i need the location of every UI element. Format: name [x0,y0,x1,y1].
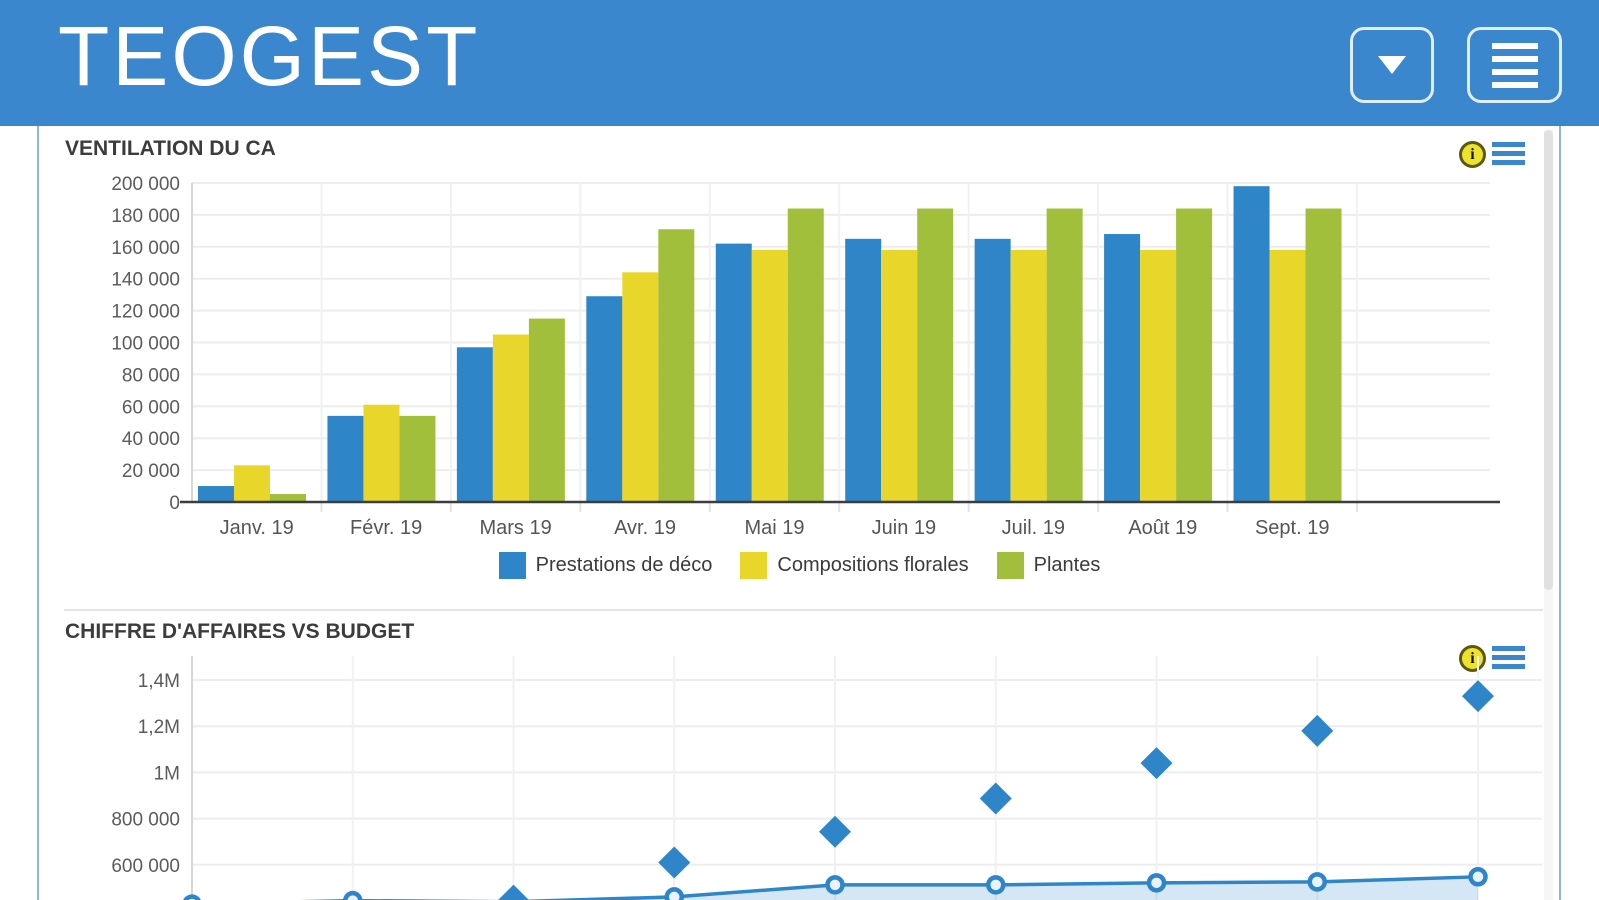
chart2-info-circle-icon[interactable] [1459,645,1486,672]
scatter-diamond-3[interactable] [658,846,691,879]
bar-0-8[interactable] [1233,186,1270,502]
bar-2-1[interactable] [399,415,436,502]
y-tick-label: 20 000 [122,461,180,482]
bar-1-4[interactable] [751,249,788,502]
bar-1-7[interactable] [1140,249,1177,502]
bar-0-7[interactable] [1104,234,1141,502]
x-tick-label: Févr. 19 [350,517,422,539]
y-tick-label: 1M [154,763,180,784]
line-marker-5[interactable] [986,875,1006,895]
chart1-hamburger-icon[interactable] [1492,142,1525,165]
line-marker-7[interactable] [1307,872,1327,892]
scatter-diamond-2[interactable] [498,884,530,900]
chart1-info-circle-icon[interactable] [1459,141,1486,168]
y-tick-label: 140 000 [111,270,180,291]
hamburger-icon [1491,42,1538,88]
bar-2-0[interactable] [270,494,306,502]
scatter-diamond-6[interactable] [1140,747,1173,780]
y-tick-label: 1,2M [138,717,180,738]
y-tick-label: 160 000 [111,238,180,259]
line-marker-1[interactable] [343,890,363,900]
x-tick-label: Mai 19 [744,517,804,539]
y-tick-label: 800 000 [111,810,180,831]
chart2-hamburger-icon[interactable] [1492,646,1525,669]
bar-0-2[interactable] [456,347,493,502]
scrollbar-thumb[interactable] [1544,130,1553,590]
legend-swatch [498,552,526,579]
bar-2-8[interactable] [1305,208,1342,502]
y-tick-label: 40 000 [122,429,180,450]
y-tick-label: 0 [169,493,180,514]
bar-2-5[interactable] [917,208,954,502]
legend-swatch [996,552,1024,579]
bar-2-3[interactable] [658,229,695,502]
header-dropdown-button[interactable] [1350,27,1434,103]
line-marker-4[interactable] [825,875,845,895]
x-tick-label: Avr. 19 [614,517,676,539]
bar-2-7[interactable] [1176,208,1213,502]
legend-swatch [740,552,768,579]
line-marker-0[interactable] [183,894,201,900]
x-tick-label: Juil. 19 [1002,517,1065,539]
chart1-canvas: 200 000 180 000 160 000 140 000 120 000 100 0… [111,174,1500,539]
bar-0-5[interactable] [845,238,882,502]
bar-2-6[interactable] [1046,208,1083,502]
y-tick-label: 180 000 [111,206,180,227]
bar-2-2[interactable] [528,318,565,502]
y-tick-label: 1,4M [138,671,180,692]
bar-0-1[interactable] [327,415,364,502]
app-header: TEOGEST [0,0,1599,126]
chart1-legend: Prestations de déco Compositions florales… [40,552,1559,579]
scatter-diamond-8[interactable] [1462,680,1494,713]
app-logo: TEOGEST [58,9,481,103]
x-tick-label: Sept. 19 [1255,517,1330,539]
bar-2-4[interactable] [787,208,824,502]
line-marker-8[interactable] [1468,867,1488,887]
legend-label: Plantes [1033,554,1101,576]
bar-1-5[interactable] [881,249,918,502]
caret-down-icon [1378,56,1406,74]
chart2-canvas: 1,4M 1,2M 1M 800 000 600 000 [111,656,1542,900]
content-left-border [37,126,39,900]
y-tick-label: 100 000 [111,334,180,355]
y-tick-label: 600 000 [111,856,180,877]
bar-0-0[interactable] [198,486,234,502]
y-tick-label: 200 000 [111,174,180,195]
chart2-title: CHIFFRE D'AFFAIRES VS BUDGET [65,620,415,643]
scatter-diamond-4[interactable] [819,815,851,848]
content-right-border [1559,126,1561,900]
x-tick-label: Juin 19 [872,517,937,539]
bar-1-6[interactable] [1010,249,1047,502]
bar-1-0[interactable] [234,465,270,502]
x-tick-label: Mars 19 [479,517,551,539]
scatter-diamond-7[interactable] [1301,714,1334,747]
bar-0-6[interactable] [974,238,1011,502]
header-menu-button[interactable] [1467,27,1562,103]
x-tick-label: Janv. 19 [220,517,294,539]
y-tick-label: 60 000 [122,397,180,418]
y-tick-label: 80 000 [122,365,180,386]
y-tick-label: 120 000 [111,302,180,323]
panel-divider [64,609,1543,611]
legend-label: Compositions florales [777,554,969,576]
x-tick-label: Août 19 [1128,517,1197,539]
bar-1-8[interactable] [1269,249,1306,502]
bar-1-2[interactable] [492,334,529,502]
bar-0-3[interactable] [586,296,623,502]
scatter-diamond-5[interactable] [979,782,1012,815]
bar-1-3[interactable] [622,272,659,502]
bar-0-4[interactable] [715,243,752,503]
legend-item-2[interactable]: Plantes [996,552,1101,579]
legend-item-1[interactable]: Compositions florales [740,552,969,579]
bar-1-1[interactable] [363,404,400,502]
chart1-title: VENTILATION DU CA [65,137,276,160]
legend-item-0[interactable]: Prestations de déco [498,552,713,579]
legend-label: Prestations de déco [535,554,713,576]
line-marker-3[interactable] [664,887,684,900]
line-marker-6[interactable] [1146,873,1167,893]
